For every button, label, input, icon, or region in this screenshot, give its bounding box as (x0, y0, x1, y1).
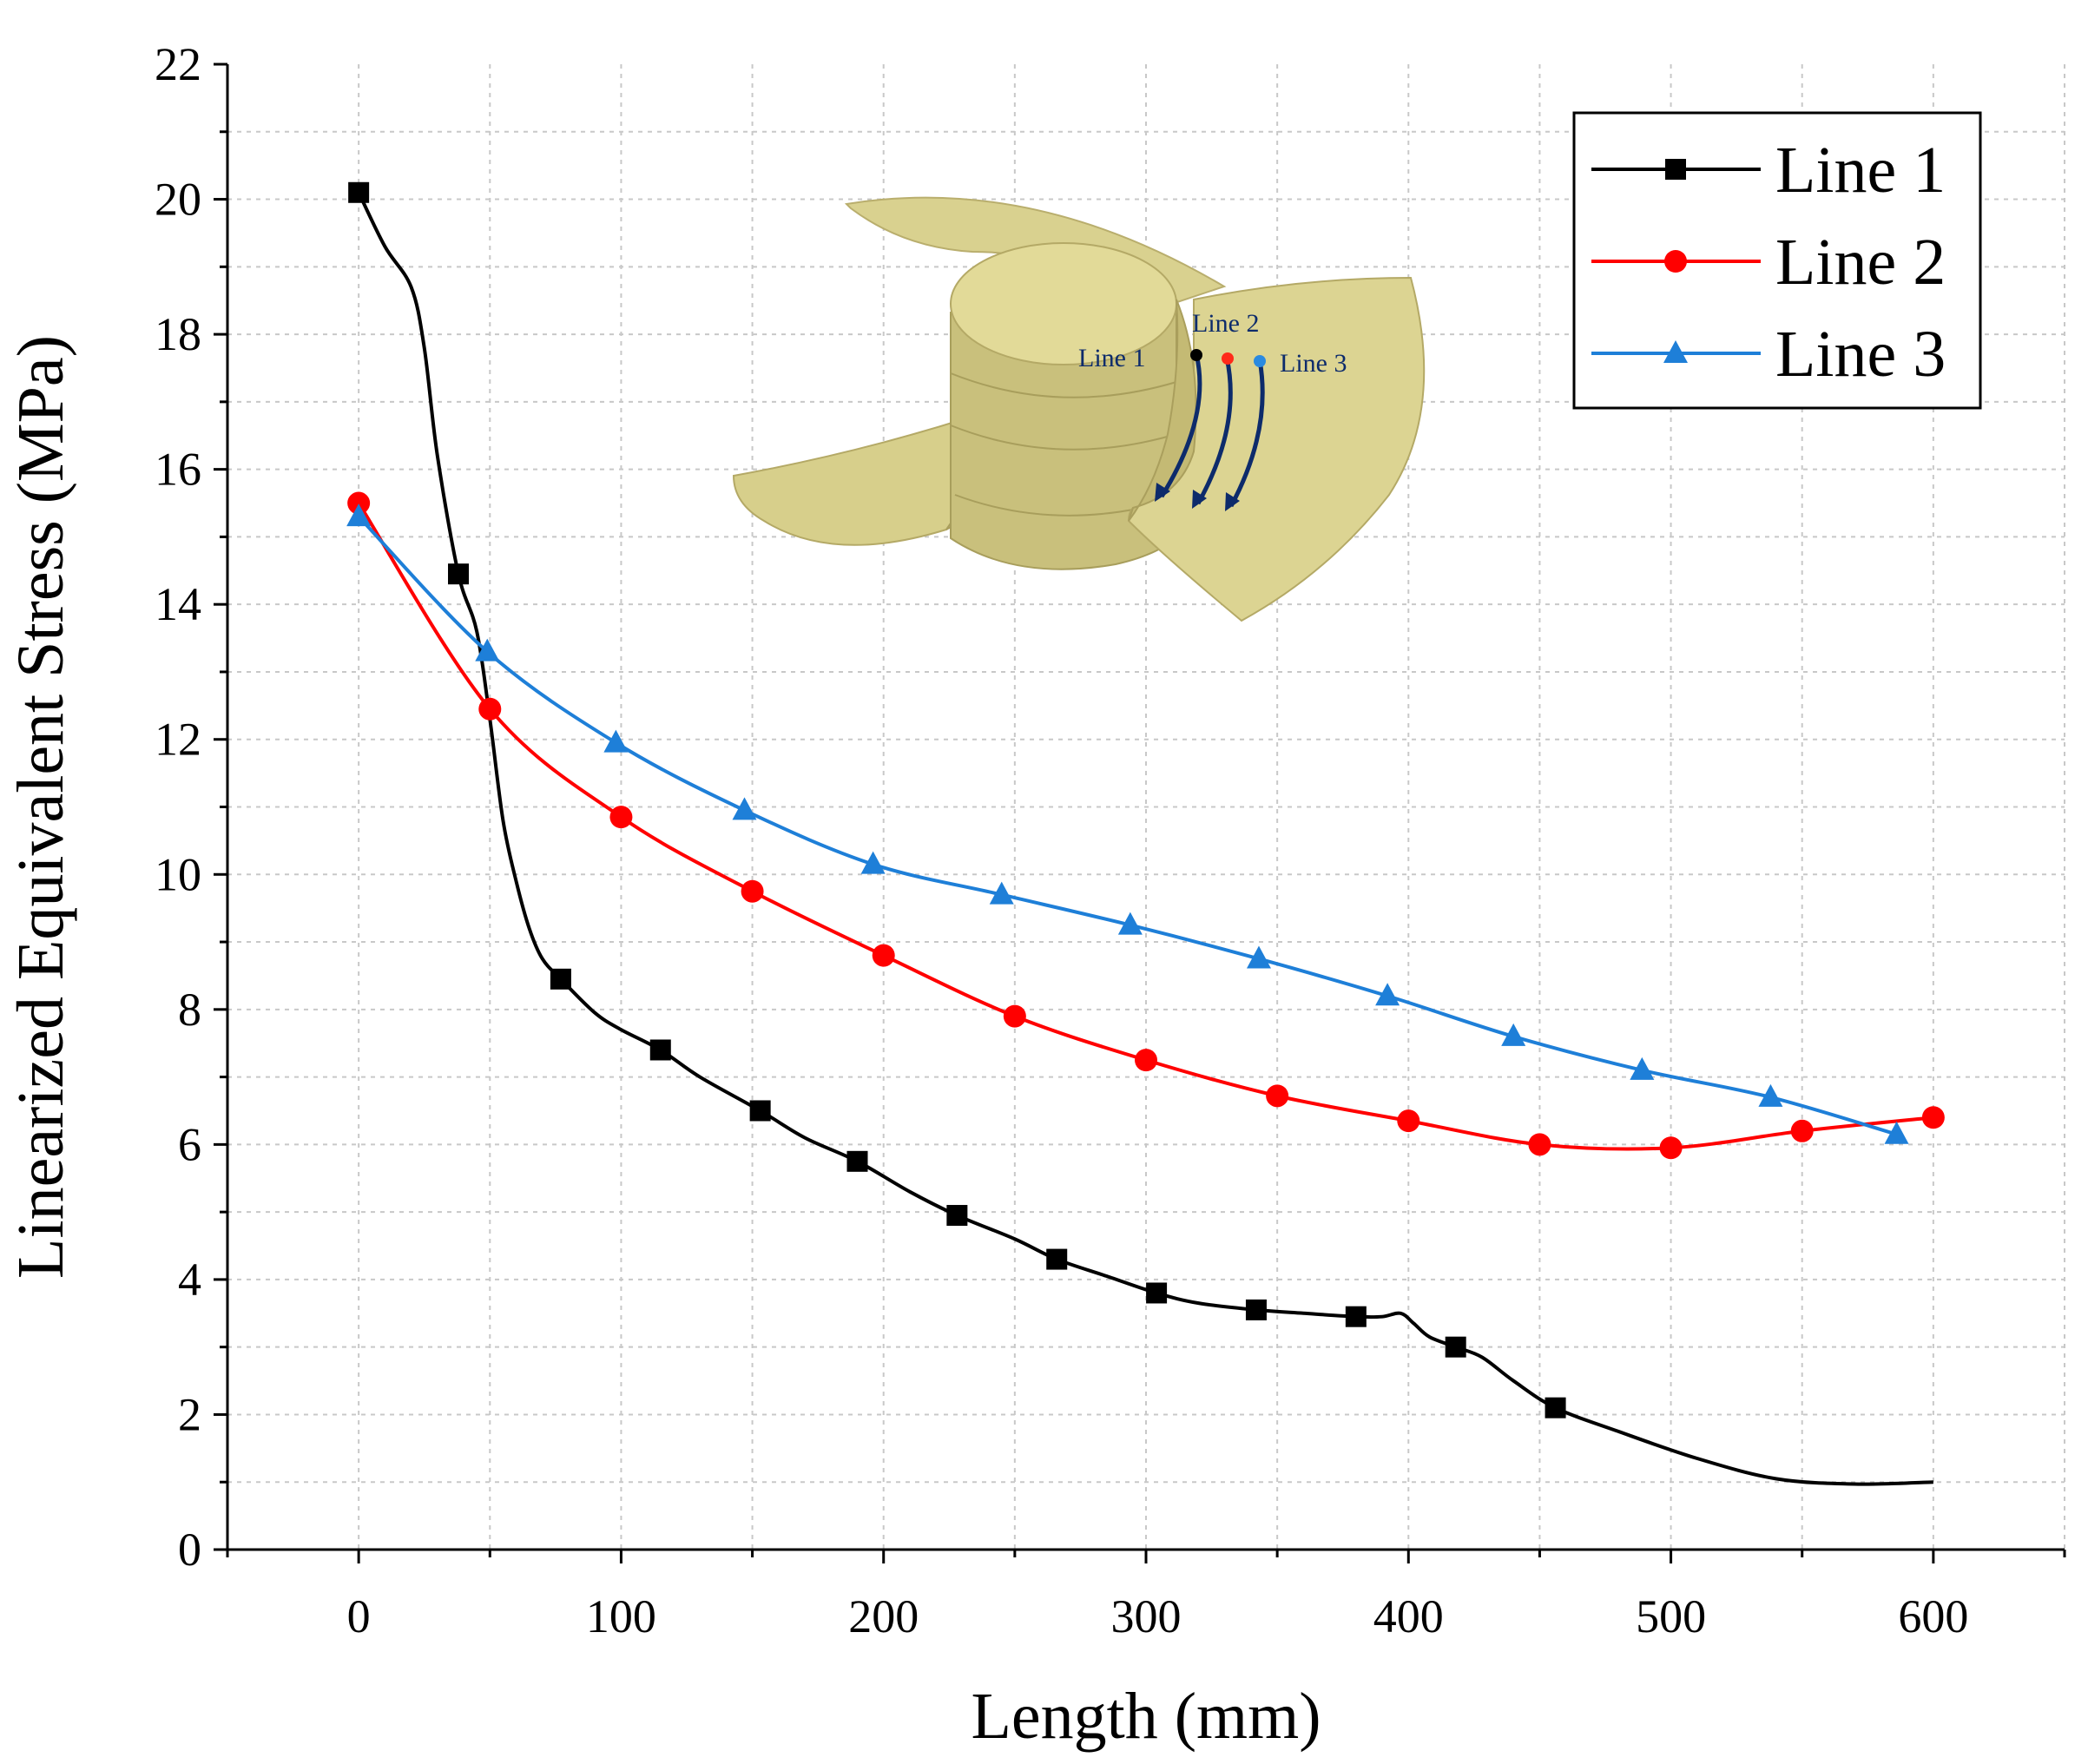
x-tick-label: 200 (848, 1590, 919, 1642)
inset-arrow-line-3 (1228, 359, 1265, 508)
inset-arrowhead (1155, 483, 1170, 502)
y-tick-label: 2 (178, 1388, 201, 1440)
x-tick-label: 100 (586, 1590, 656, 1642)
data-point-2 (1790, 1119, 1814, 1142)
data-point-1 (1545, 1397, 1566, 1418)
data-point-3 (1884, 1121, 1909, 1144)
y-tick-label: 14 (155, 578, 201, 630)
data-point-1 (846, 1150, 868, 1172)
axes: 0 100 200 300 400 500 600 0 2 4 6 8 10 12 14 16 18 20 22 (155, 38, 2066, 1642)
data-point-1 (749, 1100, 771, 1122)
y-tick-label: 12 (155, 714, 201, 766)
y-tick-label: 8 (178, 984, 201, 1036)
x-tick-label: 600 (1898, 1590, 1968, 1642)
inset-label-line-1: Line 1 (1078, 344, 1145, 372)
inset-arrow-line-1 (1159, 353, 1202, 498)
data-point-2 (1921, 1106, 1945, 1129)
inset-label-line-3: Line 3 (1280, 349, 1347, 378)
y-tick-label: 20 (155, 174, 201, 226)
propeller-hub-ring (950, 425, 1177, 451)
data-point-2 (1528, 1133, 1551, 1156)
inset-label-line-2: Line 2 (1192, 309, 1259, 338)
legend-label: Line 3 (1775, 318, 1946, 391)
series-2 (347, 491, 1945, 1160)
data-point-3 (732, 797, 757, 820)
propeller-hub-ring (950, 372, 1177, 398)
series-3 (346, 504, 1909, 1144)
inset-start-point-line-3 (1254, 355, 1266, 367)
inset-arrow-line-2 (1195, 357, 1233, 505)
legend-marker (1663, 340, 1688, 363)
data-point-3 (603, 729, 629, 753)
data-point-1 (1245, 1299, 1267, 1320)
data-point-1 (1345, 1306, 1367, 1327)
data-point-3 (1375, 983, 1400, 1006)
data-point-1 (946, 1205, 968, 1227)
data-point-2 (872, 944, 895, 967)
data-point-1 (1146, 1282, 1168, 1304)
y-tick-label: 22 (155, 38, 201, 90)
data-point-2 (1003, 1004, 1026, 1028)
x-axis-title: Length (mm) (971, 1680, 1321, 1753)
y-tick-label: 0 (178, 1524, 201, 1576)
y-tick-label: 10 (155, 848, 201, 900)
data-point-1 (550, 968, 571, 990)
y-tick-label: 6 (178, 1118, 201, 1170)
series-layer (346, 181, 1945, 1486)
data-point-2 (1266, 1084, 1289, 1108)
inset-start-point-line-2 (1222, 352, 1234, 365)
data-point-2 (741, 879, 764, 903)
propeller-inset-image: Line 2 Line 1 Line 3 (732, 196, 1426, 622)
data-point-2 (1397, 1109, 1420, 1133)
legend-marker (1665, 159, 1686, 180)
data-point-2 (609, 806, 633, 829)
y-tick-label: 18 (155, 308, 201, 360)
legend-label: Line 2 (1775, 226, 1946, 299)
data-point-1 (649, 1039, 671, 1061)
x-tick-label: 400 (1373, 1590, 1444, 1642)
legend-label: Line 1 (1775, 134, 1946, 207)
data-point-1 (448, 563, 470, 585)
data-point-2 (478, 697, 502, 721)
data-point-3 (475, 638, 500, 662)
data-point-1 (1046, 1248, 1068, 1270)
data-point-3 (1758, 1083, 1783, 1107)
x-tick-label: 0 (347, 1590, 371, 1642)
data-point-3 (989, 881, 1014, 905)
legend-marker (1664, 250, 1687, 273)
legend: Line 1 Line 2 Line 3 (1572, 111, 1982, 410)
y-axis-title: Linearized Equivalent Stress (MPa) (4, 335, 77, 1279)
x-tick-label: 500 (1636, 1590, 1706, 1642)
data-point-3 (346, 504, 372, 527)
data-point-1 (348, 181, 370, 203)
legend-item-1: Line 1 (1591, 134, 1946, 207)
data-point-3 (1501, 1023, 1526, 1046)
data-point-3 (860, 851, 886, 874)
data-point-2 (347, 491, 371, 515)
data-point-2 (1135, 1049, 1157, 1072)
data-point-1 (1445, 1336, 1466, 1358)
data-point-3 (1630, 1056, 1655, 1080)
legend-item-2: Line 2 (1591, 226, 1946, 299)
y-tick-label: 4 (178, 1254, 201, 1306)
inset-start-point-line-1 (1190, 349, 1202, 361)
legend-item-3: Line 3 (1591, 318, 1946, 391)
series-line-3 (357, 515, 1898, 1136)
y-tick-label: 16 (155, 444, 201, 496)
data-point-3 (1246, 945, 1271, 969)
inset-arrowhead (1225, 492, 1240, 511)
data-point-2 (1659, 1136, 1683, 1160)
data-point-3 (1117, 912, 1143, 935)
x-tick-label: 300 (1111, 1590, 1182, 1642)
inset-arrowhead (1192, 490, 1207, 509)
